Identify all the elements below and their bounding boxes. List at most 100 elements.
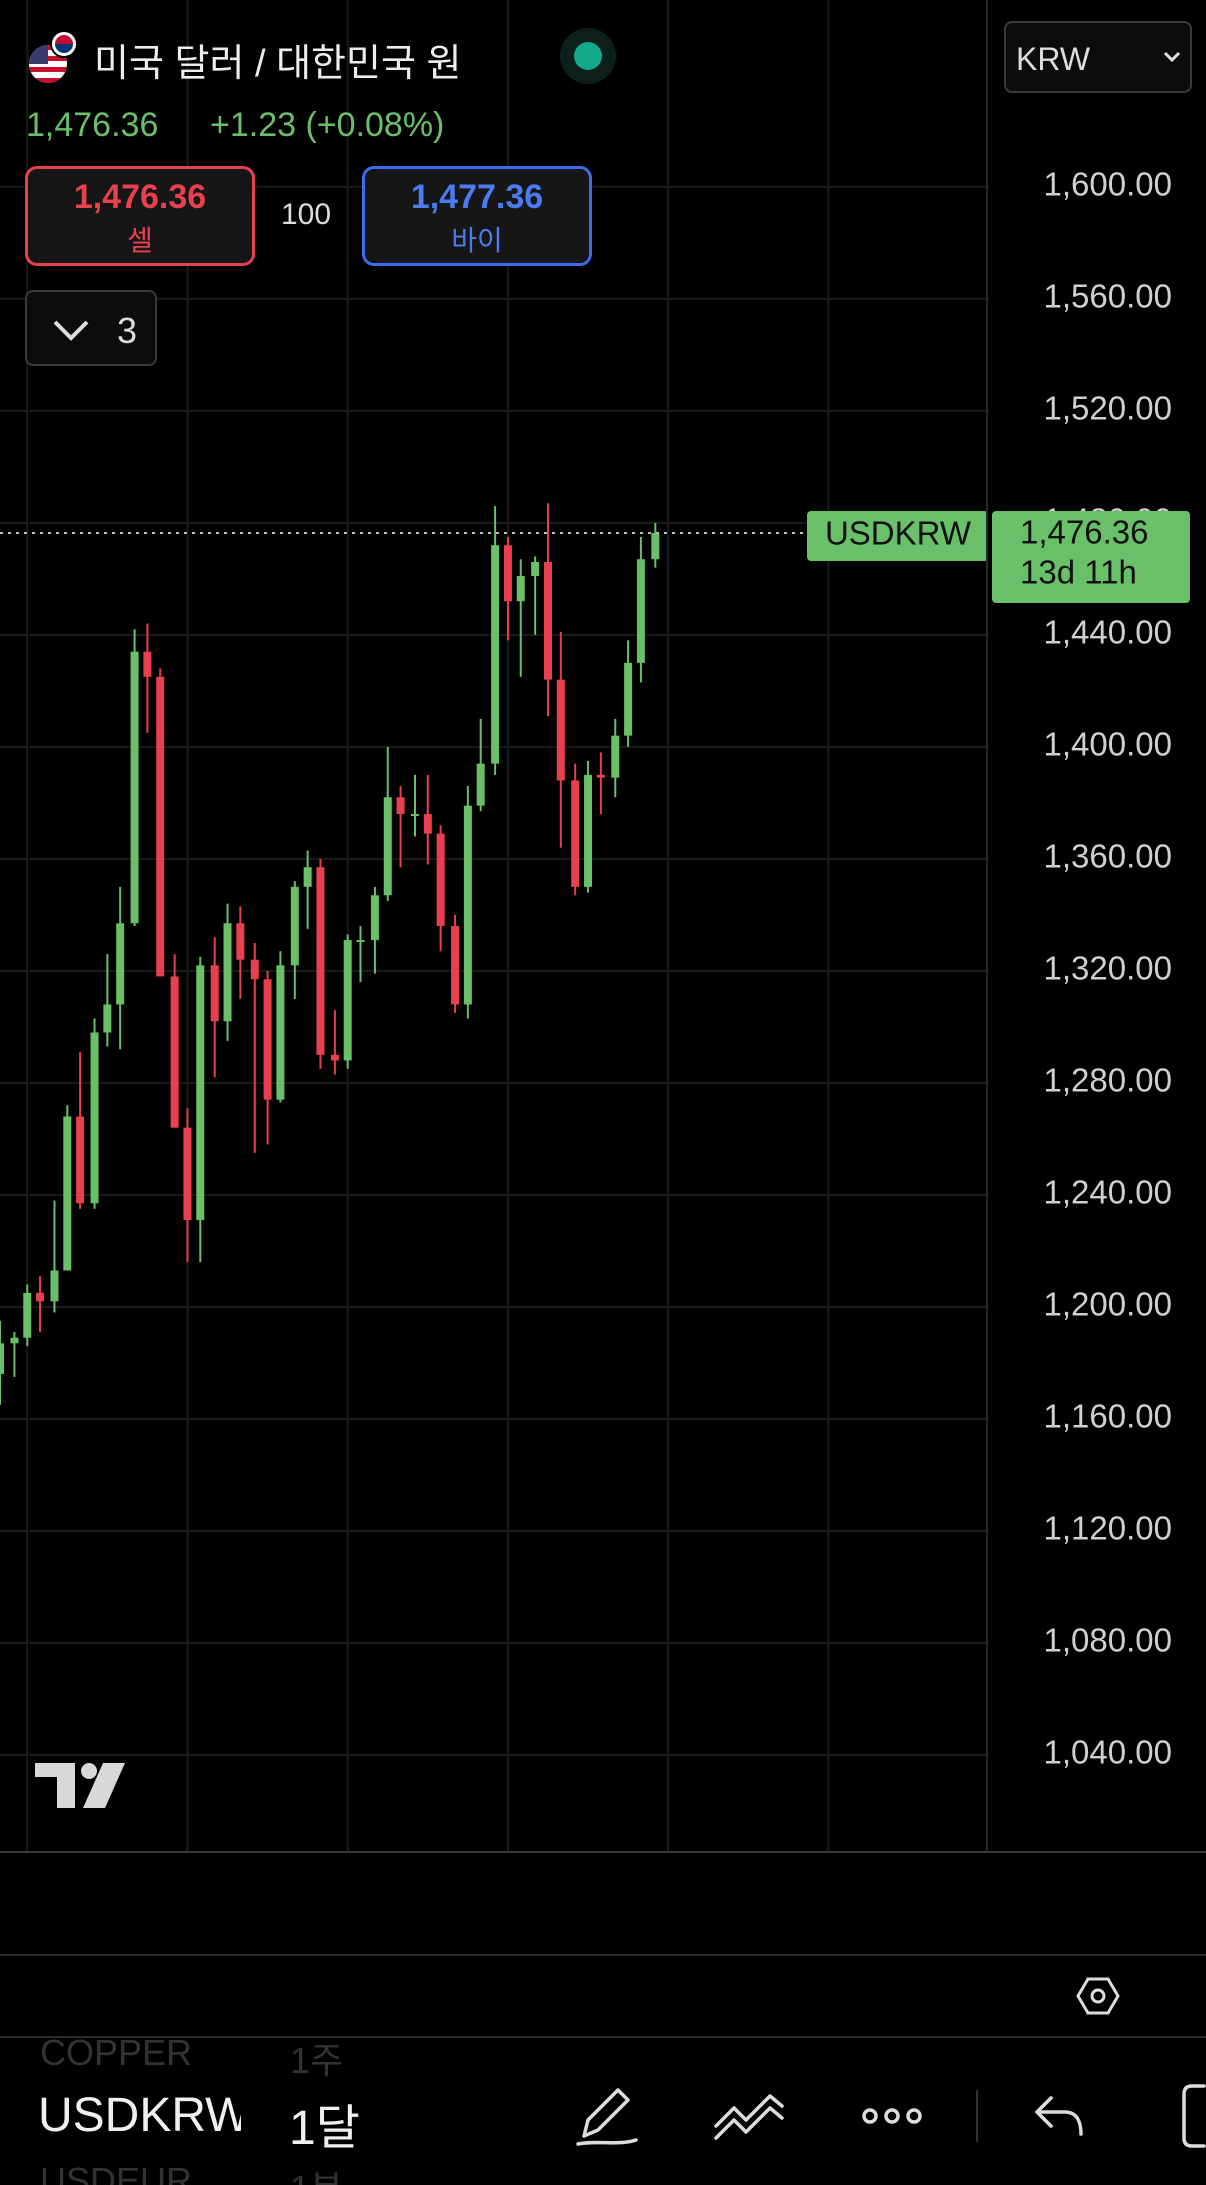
list-symbol[interactable]: COPPER xyxy=(40,2032,193,2073)
more-icon[interactable] xyxy=(862,2108,922,2124)
undo-icon[interactable] xyxy=(1035,2096,1083,2136)
y-tick-label: 1,360.00 xyxy=(1044,838,1172,875)
chevron xyxy=(1163,51,1181,63)
y-tick-label: 1,240.00 xyxy=(1044,1174,1172,1211)
candle-body xyxy=(196,965,205,1221)
candle-body xyxy=(130,651,139,924)
x-tick-label: 2028 xyxy=(952,1977,1025,2014)
candle-body xyxy=(611,735,620,778)
candles xyxy=(0,503,987,1405)
quantity[interactable]: 100 xyxy=(281,198,332,231)
y-tick-label: 1,400.00 xyxy=(1044,726,1172,763)
grid xyxy=(0,0,987,1851)
market-status xyxy=(560,28,616,84)
candle-body xyxy=(250,959,259,980)
y-tick-label: 1,040.00 xyxy=(1044,1734,1172,1771)
candle-body xyxy=(491,545,500,764)
candle-body xyxy=(556,679,565,781)
symbol-tag-label: USDKRW xyxy=(825,515,972,552)
sell-price: 1,476.36 xyxy=(73,178,207,216)
symbol-title[interactable]: 미국 달러 / 대한민국 원 xyxy=(94,43,462,85)
chevron xyxy=(53,320,89,341)
candle-body xyxy=(463,805,472,1005)
y-tick-label: 1,320.00 xyxy=(1044,950,1172,987)
candle-body xyxy=(571,780,580,887)
currency: KRW xyxy=(1016,41,1091,77)
candle-body xyxy=(210,965,219,1022)
candle-body xyxy=(116,923,125,1005)
toolbar-interval[interactable]: 1달 xyxy=(289,2102,360,2155)
x-tick-label: 2022 xyxy=(0,1977,64,2014)
candle-body xyxy=(410,814,419,817)
candle-body xyxy=(290,886,299,966)
candle-body xyxy=(543,562,552,680)
candle-body xyxy=(330,1054,339,1061)
price-tag-label: 1,476.36 xyxy=(1020,514,1148,551)
y-tick-label: 1,600.00 xyxy=(1044,165,1172,202)
candle-body xyxy=(383,797,392,896)
list-interval[interactable]: 1분 xyxy=(290,2160,343,2185)
price-tag xyxy=(992,511,1190,604)
candle-body xyxy=(316,867,325,1055)
buy-button[interactable]: 1,477.36 바이 xyxy=(362,166,592,266)
y-tick-label: 1,280.00 xyxy=(1044,1062,1172,1099)
candle-body xyxy=(263,979,272,1100)
candle-body xyxy=(596,774,605,778)
flag-icon xyxy=(29,30,78,83)
price-change: +1.23 (+0.08%) xyxy=(210,106,445,144)
candle-body xyxy=(236,923,245,960)
candle-body xyxy=(436,833,445,927)
axes: 1,040.00 1,080.00 1,120.00 1,160.00 1,200.00… xyxy=(807,165,1190,1771)
candle-body xyxy=(516,576,525,602)
toolbar-symbol[interactable]: USDKRW xyxy=(38,2089,241,2142)
sell-label: 셀 xyxy=(127,225,153,256)
candle-body xyxy=(423,814,432,834)
candle-body xyxy=(63,1116,72,1271)
buy-price: 1,477.36 xyxy=(410,178,544,216)
list-interval[interactable]: 1주 xyxy=(290,2040,344,2081)
y-tick-label: 1,080.00 xyxy=(1044,1622,1172,1659)
y-tick-label: 1,200.00 xyxy=(1044,1286,1172,1323)
candle-body xyxy=(183,1127,192,1221)
y-tick-label: 1,440.00 xyxy=(1044,614,1172,651)
y-tick-label: 1,160.00 xyxy=(1044,1398,1172,1435)
countdown: 13d 11h xyxy=(1020,554,1137,591)
x-axis: 2022 2023 2024 2025 2026 2027 2028 xyxy=(0,1977,1025,2014)
candle-body xyxy=(531,562,540,577)
currency-select[interactable]: KRW xyxy=(1004,21,1192,93)
candle-body xyxy=(584,774,593,887)
candle-body xyxy=(451,926,460,1005)
candle-body xyxy=(156,676,165,977)
x-tick-label: 2026 xyxy=(631,1977,704,2014)
candle-body xyxy=(396,797,405,815)
candle-body xyxy=(90,1032,99,1204)
candle-body xyxy=(103,1004,112,1033)
draw-icon[interactable] xyxy=(576,2088,638,2146)
indicator-toggle[interactable]: 3 xyxy=(25,290,157,366)
candle-body xyxy=(170,976,179,1128)
x-tick-label: 2025 xyxy=(471,1977,544,2014)
candle-body xyxy=(76,1116,85,1204)
indicator-icon[interactable] xyxy=(714,2094,784,2140)
candle-body xyxy=(36,1292,45,1302)
buy-label: 바이 xyxy=(451,225,503,256)
candle-body xyxy=(651,533,660,560)
settings-icon[interactable] xyxy=(1076,1977,1120,2015)
candle-body xyxy=(276,965,285,1100)
candle-body xyxy=(223,923,232,1022)
fullscreen-icon[interactable] xyxy=(1182,2084,1206,2148)
sell-button[interactable]: 1,476.36 셀 xyxy=(25,166,255,266)
x-tick-label: 2027 xyxy=(792,1977,865,2014)
candle-body xyxy=(23,1292,32,1338)
list-symbol[interactable]: USDEUR xyxy=(40,2160,193,2185)
indicator-count: 3 xyxy=(117,310,138,351)
y-tick-label: 1,520.00 xyxy=(1044,390,1172,427)
y-tick-label: 1,120.00 xyxy=(1044,1510,1172,1547)
candle-body xyxy=(10,1337,19,1344)
logo xyxy=(35,1763,125,1808)
candle-body xyxy=(636,559,645,663)
candle-body xyxy=(0,1343,4,1375)
y-tick-label: 1,560.00 xyxy=(1044,278,1172,315)
